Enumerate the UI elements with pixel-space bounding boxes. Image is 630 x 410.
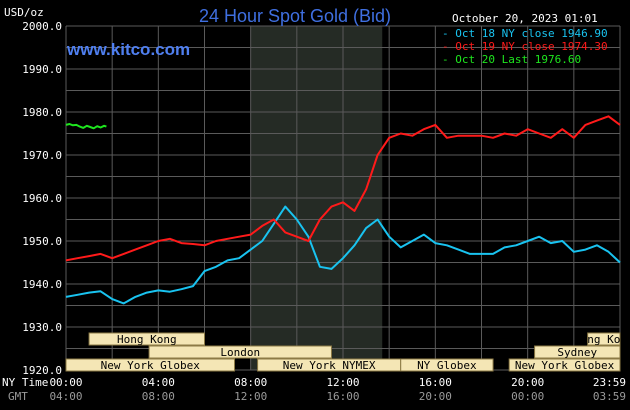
session-box	[534, 345, 621, 359]
ny-time-row-label: NY Time	[2, 376, 48, 389]
x-tick-label-ny: 04:00	[142, 376, 175, 389]
y-tick-label: 1970.0	[22, 149, 62, 162]
x-tick-label-ny: 08:00	[234, 376, 267, 389]
series-line-1	[65, 115, 621, 262]
x-tick-label-gmt: 00:00	[511, 390, 544, 403]
y-tick-label: 1950.0	[22, 235, 62, 248]
session-label: New York NYMEX	[283, 359, 376, 372]
session-label: New York Globex	[515, 359, 615, 372]
x-tick-label-ny: 12:00	[326, 376, 359, 389]
legend-item-oct19: - Oct 19 NY close 1974.30	[442, 40, 608, 53]
session-label: Sydney	[557, 346, 597, 359]
session-box	[65, 358, 236, 372]
legend-item-oct18: - Oct 18 NY close 1946.90	[442, 27, 608, 40]
session-label: Hong Kong	[117, 333, 177, 346]
x-tick-label-ny: 20:00	[511, 376, 544, 389]
legend-item-oct20: - Oct 20 Last 1976.60	[442, 53, 581, 66]
x-tick-label-gmt: 08:00	[142, 390, 175, 403]
kitco-site-url[interactable]: www.kitco.com	[66, 40, 190, 59]
session-box	[400, 358, 494, 372]
session-label: New York Globex	[101, 359, 201, 372]
session-label: London	[220, 346, 260, 359]
x-tick-label-gmt: 04:00	[49, 390, 82, 403]
x-tick-label-gmt: 16:00	[326, 390, 359, 403]
chart-title: 24 Hour Spot Gold (Bid)	[199, 6, 391, 26]
session-box	[88, 332, 205, 346]
session-label: NY Globex	[417, 359, 477, 372]
y-tick-label: 1960.0	[22, 192, 62, 205]
session-box	[508, 358, 621, 372]
gmt-row-label: GMT	[8, 390, 28, 403]
y-tick-label: 1940.0	[22, 278, 62, 291]
x-tick-label-gmt: 03:59	[593, 390, 626, 403]
series-line-2	[65, 123, 107, 130]
x-tick-label-ny: 23:59	[593, 376, 626, 389]
y-axis-unit: USD/oz	[4, 6, 44, 19]
y-tick-label: 2000.0	[22, 20, 62, 33]
x-tick-label-ny: 00:00	[49, 376, 82, 389]
y-tick-label: 1930.0	[22, 321, 62, 334]
series-line-0	[65, 205, 621, 305]
x-tick-label-ny: 16:00	[419, 376, 452, 389]
session-box	[587, 332, 621, 346]
session-box	[148, 345, 332, 359]
y-tick-label: 1920.0	[22, 364, 62, 377]
session-label: Hong Kong	[574, 333, 630, 346]
y-tick-label: 1990.0	[22, 63, 62, 76]
x-tick-label-gmt: 20:00	[419, 390, 452, 403]
x-tick-label-gmt: 12:00	[234, 390, 267, 403]
timestamp: October 20, 2023 01:01	[452, 12, 598, 25]
y-tick-label: 1980.0	[22, 106, 62, 119]
